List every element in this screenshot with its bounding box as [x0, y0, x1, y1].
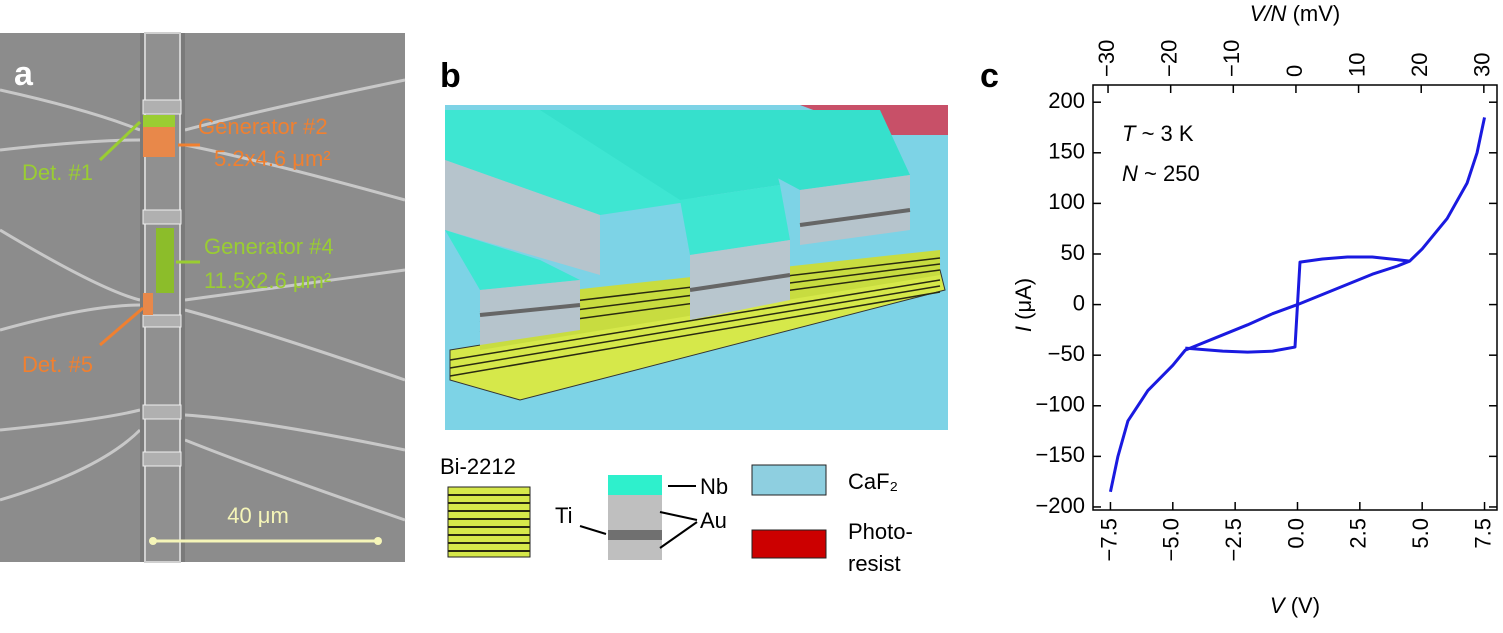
- legend-label: CaF₂: [848, 469, 898, 494]
- x-tick-label: 5.0: [1408, 518, 1433, 549]
- x-axis-label: V (V): [1270, 593, 1320, 618]
- annotation: Generator #2: [198, 114, 328, 139]
- x-tick-label: 7.5: [1470, 518, 1495, 549]
- y-tick-label: 50: [1061, 240, 1085, 265]
- x2-tick-label: 10: [1344, 53, 1369, 77]
- legend-label: Ti: [555, 503, 573, 528]
- legend: [447, 464, 827, 560]
- annotation: Det. #1: [22, 160, 93, 185]
- y-tick-label: −100: [1035, 392, 1085, 417]
- x2-axis-label: V/N (mV): [1250, 1, 1340, 26]
- legend-label: Bi-2212: [440, 454, 516, 479]
- x-tick-label: 0.0: [1283, 518, 1308, 549]
- x-tick-label: 2.5: [1346, 518, 1371, 549]
- plot-frame: [1092, 84, 1498, 511]
- annotation: 5.2x4.6 μm²: [214, 146, 331, 171]
- panel-label: c: [980, 57, 999, 95]
- panel-label: b: [440, 57, 461, 95]
- x2-tick-label: −10: [1219, 40, 1244, 77]
- annotation: Det. #5: [22, 352, 93, 377]
- y-axis-label: I (μA): [1011, 278, 1036, 332]
- y-tick-label: 200: [1048, 88, 1085, 113]
- y-tick-label: 150: [1048, 139, 1085, 164]
- x-tick-label: −5.0: [1159, 518, 1184, 561]
- x2-tick-label: −30: [1094, 40, 1119, 77]
- annotation: Generator #4: [204, 234, 334, 259]
- y-tick-label: 100: [1048, 189, 1085, 214]
- x-tick-label: −2.5: [1221, 518, 1246, 561]
- y-tick-label: −200: [1035, 493, 1085, 518]
- iv-curve: [1185, 255, 1410, 354]
- legend-label: Photo-: [848, 519, 913, 544]
- panel-label: a: [14, 55, 34, 93]
- y-tick-label: −150: [1035, 442, 1085, 467]
- y-tick-label: −50: [1048, 341, 1085, 366]
- device-render: [445, 105, 948, 430]
- annotation: 11.5x2.6 μm²: [204, 268, 331, 293]
- annotation: N ~ 250: [1122, 161, 1200, 186]
- x2-tick-label: 20: [1407, 53, 1432, 77]
- x2-tick-label: −20: [1156, 40, 1181, 77]
- scale-label: 40 μm: [227, 503, 289, 528]
- legend-label: resist: [848, 551, 901, 576]
- legend-label: Nb: [700, 474, 728, 499]
- x2-tick-label: 0: [1282, 65, 1307, 77]
- x2-tick-label: 30: [1470, 53, 1495, 77]
- legend-label: Au: [700, 508, 727, 533]
- iv-curve: [1108, 117, 1486, 493]
- y-tick-label: 0: [1073, 290, 1085, 315]
- x-tick-label: −7.5: [1096, 518, 1121, 561]
- sem-image: [0, 32, 406, 563]
- annotation: T ~ 3 K: [1122, 121, 1194, 146]
